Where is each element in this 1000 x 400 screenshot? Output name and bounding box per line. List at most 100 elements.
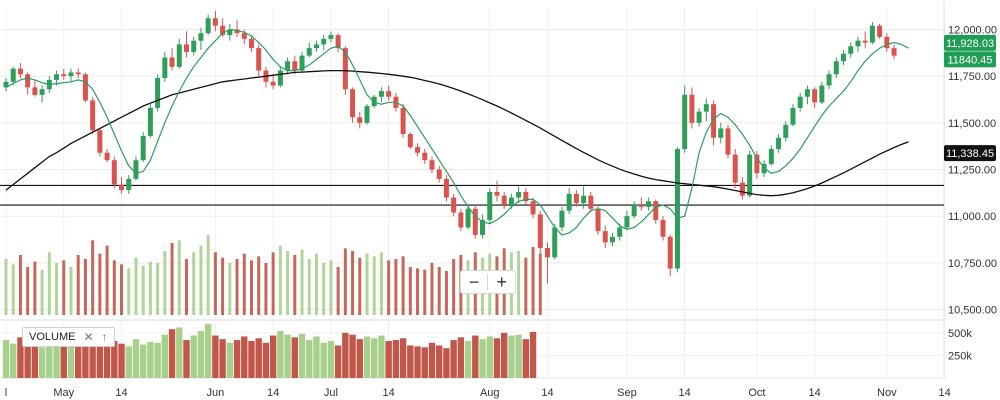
candle-body <box>667 236 673 269</box>
zoom-divider <box>487 274 489 290</box>
candle-body <box>68 72 74 77</box>
candle-body <box>689 94 695 123</box>
volume-overlay-bar <box>170 243 174 315</box>
volume-bar <box>248 340 255 378</box>
candle-body <box>530 201 536 215</box>
volume-bar <box>38 347 46 378</box>
candle <box>335 33 341 52</box>
candle-body <box>342 48 348 90</box>
candle <box>39 85 45 103</box>
volume-bar <box>392 340 400 378</box>
candle-body <box>812 89 818 103</box>
candle <box>400 104 406 138</box>
candle <box>436 165 442 183</box>
candle <box>220 18 226 37</box>
close-icon[interactable]: ✕ <box>83 330 94 344</box>
volume-bar <box>190 335 197 378</box>
volume-bar <box>24 345 31 378</box>
candle <box>790 104 796 127</box>
candle-body <box>140 135 146 161</box>
volume-overlay-bar <box>62 260 66 315</box>
candle <box>501 191 507 209</box>
candle-body <box>790 107 796 125</box>
volume-bar <box>204 323 212 378</box>
arrow-up-icon[interactable]: ↑ <box>101 330 108 344</box>
candle <box>451 193 457 217</box>
candle-body <box>609 236 615 243</box>
volume-bar <box>450 340 457 378</box>
candle <box>638 197 644 211</box>
candle-body <box>17 68 23 75</box>
volume-bar <box>428 342 436 378</box>
volume-overlay-bar <box>127 268 131 315</box>
candle-body <box>472 208 478 235</box>
candle-body <box>833 61 839 75</box>
zoom-control: − + <box>460 270 516 294</box>
candle-body <box>797 96 803 108</box>
candle-body <box>819 85 825 103</box>
candle <box>480 214 486 239</box>
volume-bar <box>2 340 10 378</box>
candle <box>61 68 67 80</box>
volume-overlay-bar <box>524 257 528 315</box>
volume-bar <box>356 339 363 378</box>
volume-overlay-bar <box>83 259 87 315</box>
candle <box>537 210 543 254</box>
zoom-in-button[interactable]: + <box>496 272 508 292</box>
candle <box>119 177 125 194</box>
volume-bar <box>89 327 96 378</box>
candle-body <box>674 148 680 269</box>
candle-body <box>451 197 457 213</box>
zoom-out-button[interactable]: − <box>468 272 480 292</box>
volume-bar <box>212 335 219 378</box>
candle <box>573 190 579 207</box>
candle-body <box>761 163 767 174</box>
candle <box>75 68 81 79</box>
volume-bar <box>327 340 335 378</box>
candle <box>90 96 96 135</box>
volume-bar <box>17 337 24 378</box>
candle-body <box>465 208 471 228</box>
volume-overlay-bar <box>293 255 297 315</box>
candle-body <box>660 219 666 237</box>
volume-bar <box>118 343 125 378</box>
volume-overlay-bar <box>69 267 73 315</box>
candle <box>176 38 182 69</box>
price-badge-box <box>944 51 996 68</box>
volume-overlay-bar <box>336 267 340 315</box>
candle <box>10 66 16 86</box>
volume-bar <box>132 339 140 378</box>
volume-pane <box>2 323 537 378</box>
candle <box>826 70 832 90</box>
candle-body <box>588 195 594 209</box>
volume-bar <box>313 336 320 378</box>
volume-bar <box>255 338 262 378</box>
volume-bar <box>60 340 67 378</box>
horizontal-level-lines <box>0 184 944 206</box>
candle <box>494 180 500 202</box>
candle <box>465 205 471 230</box>
candle <box>768 145 774 166</box>
volume-bar <box>103 331 111 378</box>
volume-bar <box>436 345 443 378</box>
volume-overlay-bar <box>423 269 427 315</box>
candle <box>660 216 666 241</box>
price-tick-label: 11,750.00 <box>948 71 996 83</box>
volume-overlay-bar <box>33 261 37 315</box>
candle <box>530 197 536 219</box>
candle-body <box>703 104 709 112</box>
candle <box>198 27 204 51</box>
time-tick-label: May <box>53 387 74 399</box>
volume-overlay-bar <box>26 267 30 315</box>
time-tick-label: Jun <box>207 387 225 399</box>
candle-body <box>313 44 319 49</box>
volume-bar <box>197 331 205 378</box>
volume-overlay-bar <box>40 269 44 315</box>
moving-average-lines <box>5 28 909 236</box>
price-badge-label: 11840.45 <box>947 54 992 66</box>
candle <box>609 233 615 247</box>
candle-body <box>90 100 96 131</box>
volume-bar <box>219 339 226 378</box>
volume-bar <box>472 335 479 378</box>
